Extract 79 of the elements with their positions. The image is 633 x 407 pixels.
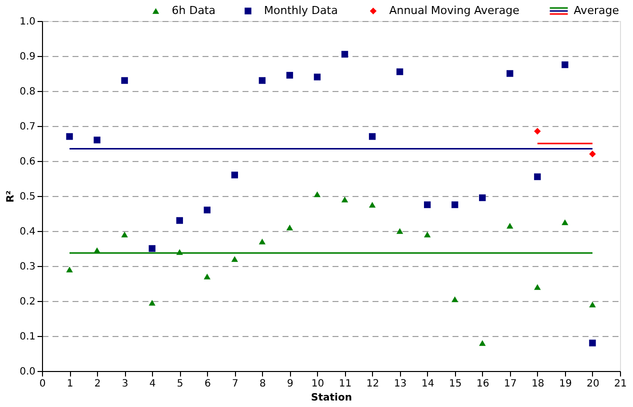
x-tick-label: 2 [94,378,101,390]
point [121,232,128,238]
point [396,228,404,234]
y-tick-label: 0.4 [20,226,36,238]
point [589,302,596,308]
y-tick-label: 0.1 [20,332,36,342]
x-tick-label: 14 [421,378,434,390]
point [479,194,486,202]
y-tick-label: 0.7 [20,122,36,132]
x-tick-label: 16 [476,378,490,390]
x-tick-label: 9 [287,378,294,390]
point [66,133,73,140]
point [258,238,266,244]
x-tick-label: 17 [504,378,517,390]
x-tick-label: 18 [532,378,544,390]
x-tick-label: 1 [66,378,74,390]
point [452,201,458,208]
x-tick-label: 4 [149,378,156,390]
x-tick-label: 12 [366,378,380,390]
x-tick-label: 8 [260,378,266,390]
legend-label: Average [574,4,620,17]
point [148,300,156,306]
x-tick-label: 13 [394,378,407,390]
y-tick-label: 0.6 [20,156,36,168]
x-tick-label: 5 [176,378,184,390]
y-tick-label: 0.2 [20,296,36,308]
point [534,173,541,180]
x-tick-label: 6 [204,378,211,390]
x-axis-title: Station [311,392,352,404]
point [506,222,514,229]
point [534,128,541,135]
legend-label: 6h Data [172,4,216,17]
y-tick-label: 0.9 [20,52,36,62]
legend-label: Annual Moving Average [389,4,520,17]
point [452,296,458,302]
y-axis-title: R² [6,190,17,203]
point [231,172,238,178]
point [424,201,431,208]
point [534,284,541,290]
point [314,74,321,80]
point [562,61,568,68]
point [341,50,348,58]
point [204,274,210,280]
point [368,133,376,140]
x-tick-label: 19 [559,378,572,390]
x-tick-label: 3 [122,378,128,390]
point [368,202,376,208]
y-tick-label: 1.0 [20,16,36,28]
y-tick-label: 0.0 [20,366,36,378]
point [479,340,486,346]
point [314,191,321,198]
legend-label: Monthly Data [264,4,338,17]
point [562,219,568,226]
x-tick-label: 15 [448,378,462,390]
point [506,70,514,77]
x-tick-label: 7 [232,378,238,390]
point [231,256,238,262]
point [286,224,294,230]
y-tick-label: 0.3 [20,262,36,272]
point [66,266,73,272]
x-tick-label: 0 [39,378,46,390]
point [286,72,294,79]
y-tick-label: 0.5 [20,192,36,202]
x-tick-label: 21 [614,378,627,390]
point [121,77,128,84]
x-tick-label: 10 [311,378,324,390]
point [589,340,596,346]
point [424,232,431,238]
point [94,136,100,144]
point [258,77,266,84]
point [396,68,404,76]
point [148,245,156,252]
x-tick-label: 20 [586,378,600,390]
y-tick-label: 0.8 [20,86,36,98]
point [176,217,183,224]
x-tick-label: 11 [338,378,352,390]
point [204,206,210,214]
point [341,196,348,202]
point [589,150,596,158]
